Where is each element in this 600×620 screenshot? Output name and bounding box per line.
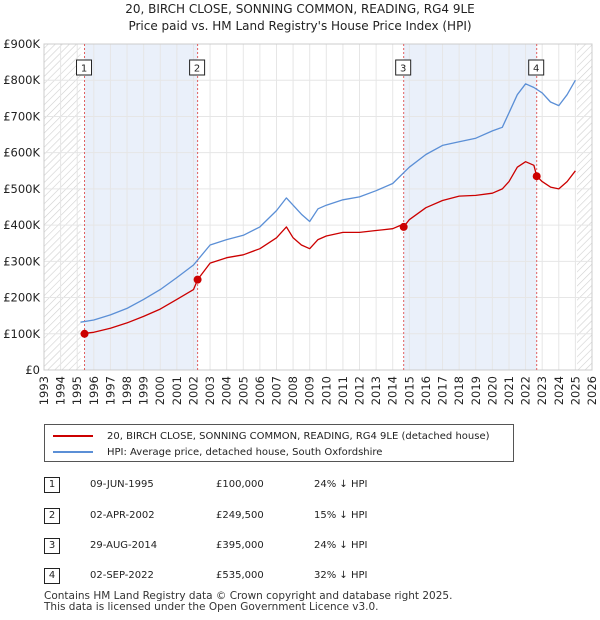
x-tick-label: 1995 <box>70 376 84 405</box>
x-tick-label: 2013 <box>369 376 383 405</box>
transaction-label: 4 <box>533 64 539 75</box>
transaction-date: 29-AUG-2014 <box>90 540 158 551</box>
y-tick-label: £700K <box>3 109 40 123</box>
hpi-series-line <box>80 79 576 323</box>
x-tick-label: 2008 <box>286 376 300 405</box>
hatched-range <box>577 44 592 370</box>
transaction-number: 1 <box>44 477 60 493</box>
transaction-label-box <box>76 59 93 76</box>
x-tick-label: 2014 <box>386 376 400 405</box>
transaction-price: £100,000 <box>216 479 264 490</box>
x-tick-label: 2004 <box>220 376 234 405</box>
transaction-price: £395,000 <box>216 540 264 551</box>
y-tick-label: £600K <box>3 146 40 160</box>
x-tick-label: 2015 <box>402 376 416 405</box>
y-tick-label: £200K <box>3 291 40 305</box>
x-tick-label: 2026 <box>585 376 599 405</box>
x-tick-label: 1998 <box>120 376 134 405</box>
shaded-span <box>403 44 537 370</box>
x-tick-label: 2000 <box>153 376 167 405</box>
transaction-row: 4 02-SEP-2022 £535,000 32% ↓ HPI <box>44 568 444 586</box>
x-tick-label: 2023 <box>535 376 549 405</box>
transaction-number: 3 <box>44 538 60 554</box>
transaction-hpi-note: 24% ↓ HPI <box>314 479 368 490</box>
property-series-line <box>80 161 576 335</box>
transaction-row: 2 02-APR-2002 £249,500 15% ↓ HPI <box>44 508 444 526</box>
x-tick-label: 1993 <box>37 376 51 405</box>
transaction-date: 02-SEP-2022 <box>90 570 154 581</box>
transaction-date: 09-JUN-1995 <box>90 479 154 490</box>
transaction-date: 02-APR-2002 <box>90 510 155 521</box>
chart-title: 20, BIRCH CLOSE, SONNING COMMON, READING… <box>125 2 475 16</box>
legend-swatch-blue <box>53 451 93 453</box>
x-tick-label: 2022 <box>519 376 533 405</box>
x-tick-label: 2016 <box>419 376 433 405</box>
footer-copyright: Contains HM Land Registry data © Crown c… <box>44 590 453 602</box>
transaction-hpi-note: 15% ↓ HPI <box>314 510 368 521</box>
transaction-number: 4 <box>44 568 60 584</box>
x-tick-label: 1999 <box>137 376 151 405</box>
x-tick-label: 2021 <box>502 376 516 405</box>
legend-item-hpi: HPI: Average price, detached house, Sout… <box>53 445 382 459</box>
transaction-row: 3 29-AUG-2014 £395,000 24% ↓ HPI <box>44 538 444 556</box>
price-chart: £0 £100K £200K £300K £400K £500K £600K £700K £80… <box>3 37 599 405</box>
hatched-range <box>44 44 81 370</box>
x-tick-label: 2012 <box>353 376 367 405</box>
x-tick-label: 2010 <box>319 376 333 405</box>
y-tick-label: £100K <box>3 327 40 341</box>
y-tick-label: £800K <box>3 73 40 87</box>
transaction-label: 3 <box>400 64 406 75</box>
transaction-label-box <box>528 59 545 76</box>
y-tick-label: £900K <box>3 37 40 51</box>
x-tick-label: 2005 <box>236 376 250 405</box>
transaction-label-box <box>189 59 206 76</box>
y-tick-label: £300K <box>3 254 40 268</box>
legend: 20, BIRCH CLOSE, SONNING COMMON, READING… <box>44 424 514 462</box>
plot-border <box>43 43 593 371</box>
transaction-price: £249,500 <box>216 510 264 521</box>
x-tick-label: 2020 <box>485 376 499 405</box>
x-tick-label: 1997 <box>103 376 117 405</box>
legend-label-hpi: HPI: Average price, detached house, Sout… <box>107 446 383 458</box>
legend-item-property: 20, BIRCH CLOSE, SONNING COMMON, READING… <box>53 429 490 443</box>
transaction-marker <box>532 172 541 181</box>
x-tick-label: 2006 <box>253 376 267 405</box>
transaction-marker <box>193 275 202 284</box>
legend-swatch-red <box>53 435 93 437</box>
transaction-label-box <box>395 59 412 76</box>
x-tick-label: 2003 <box>203 376 217 405</box>
transaction-number: 2 <box>44 508 60 524</box>
x-tick-label: 2019 <box>469 376 483 405</box>
transaction-row: 1 09-JUN-1995 £100,000 24% ↓ HPI <box>44 477 444 495</box>
x-tick-label: 2002 <box>186 376 200 405</box>
x-tick-label: 2025 <box>568 376 582 405</box>
footer-licence: This data is licensed under the Open Gov… <box>44 601 379 613</box>
transaction-marker <box>80 329 89 338</box>
x-tick-label: 2007 <box>269 376 283 405</box>
y-tick-label: £0 <box>25 363 40 377</box>
shaded-span <box>84 44 198 370</box>
x-tick-label: 1994 <box>54 376 68 405</box>
transaction-label: 2 <box>194 64 200 75</box>
x-tick-label: 2009 <box>303 376 317 405</box>
transaction-marker <box>399 222 408 231</box>
y-tick-label: £400K <box>3 218 40 232</box>
x-tick-label: 2001 <box>170 376 184 405</box>
x-tick-label: 2017 <box>436 376 450 405</box>
legend-label-property: 20, BIRCH CLOSE, SONNING COMMON, READING… <box>107 430 490 442</box>
x-tick-label: 1996 <box>87 376 101 405</box>
y-tick-label: £500K <box>3 182 40 196</box>
transaction-label: 1 <box>81 64 87 75</box>
x-tick-label: 2018 <box>452 376 466 405</box>
x-tick-label: 2024 <box>552 376 566 405</box>
chart-subtitle: Price paid vs. HM Land Registry's House … <box>128 19 472 33</box>
transaction-hpi-note: 24% ↓ HPI <box>314 540 368 551</box>
transaction-hpi-note: 32% ↓ HPI <box>314 570 368 581</box>
transaction-price: £535,000 <box>216 570 264 581</box>
x-tick-label: 2011 <box>336 376 350 405</box>
